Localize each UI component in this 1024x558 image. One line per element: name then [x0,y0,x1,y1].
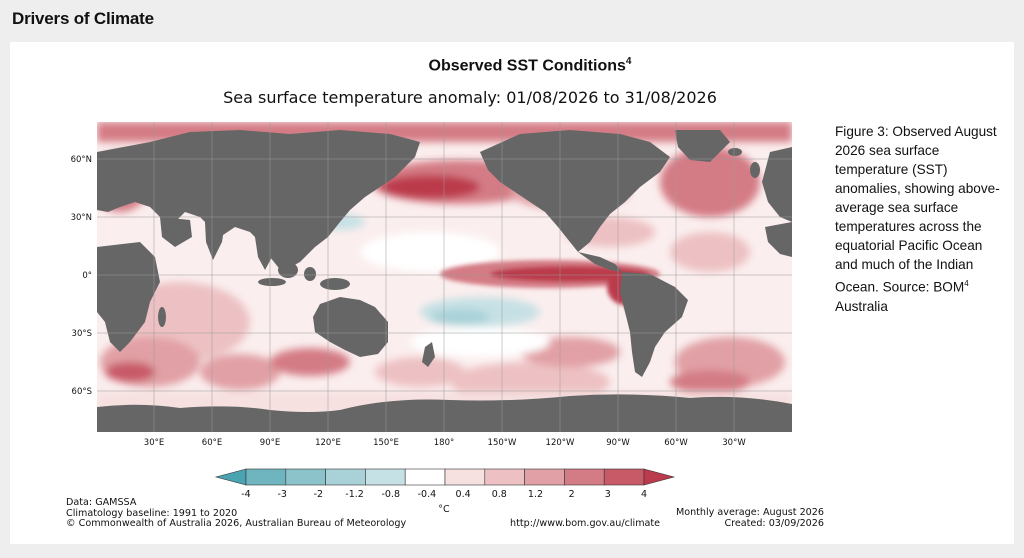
lon-label: 150°E [373,438,399,448]
colorbar: -4 -3 -2 -1.2 -0.8 -0.4 0.4 0.8 1.2 2 3 4 [214,468,676,500]
lat-label-30n: 30°N [71,213,92,223]
colorbar-tick-label: -1.2 [345,489,364,500]
longitude-labels: 30°E 60°E 90°E 120°E 150°E 180° 150°W 12… [144,438,747,448]
colorbar-tick-label: -0.4 [418,489,437,500]
footer-left: Data: GAMSSA Climatology baseline: 1991 t… [66,497,407,530]
footer-monthly: Monthly average: August 2026 [675,507,824,518]
lon-label: 90°E [260,438,280,448]
colorbar-unit: °C [438,504,450,515]
footer-url[interactable]: http://www.bom.gov.au/climate [510,517,661,529]
latitude-labels: 60°N 30°N 0° 30°S 60°S [71,155,92,397]
figure-card: Observed SST Conditions4 Sea surface tem… [10,42,1014,544]
figure-subtitle: Sea surface temperature anomaly: 01/08/2… [223,88,717,107]
colorbar-segment [603,468,645,486]
colorbar-tick-label: -2 [314,489,323,500]
colorbar-segment [524,468,565,486]
colorbar-tick-label: 4 [641,489,647,500]
lon-label: 60°W [664,438,688,448]
map-area [97,122,792,432]
land [97,130,792,377]
colorbar-segment [484,468,525,486]
colorbar-extend-low [214,468,247,486]
lon-label: 120°W [546,438,575,448]
colorbar-tick-label: 3 [605,489,611,500]
colorbar-segment [285,468,326,486]
figure-title: Observed SST Conditions4 [428,56,632,75]
colorbar-tick-label: -3 [277,489,286,500]
figure-caption: Figure 3: Observed August 2026 sea surfa… [835,124,1000,314]
colorbar-segment [325,468,366,486]
colorbar-segment [564,468,605,486]
footer-right: Monthly average: August 2026 http://www.b… [510,507,824,529]
colorbar-tick-label: 1.2 [528,489,543,500]
colorbar-segment [404,468,446,486]
section-title: Drivers of Climate [12,9,154,28]
colorbar-tick-label: 0.8 [492,489,507,500]
lon-label: 60°E [202,438,222,448]
lon-label: 150°W [488,438,517,448]
lat-label-30s: 30°S [72,329,92,339]
colorbar-tick-label: 0.4 [456,489,471,500]
colorbar-segment [444,468,486,486]
lon-label: 180° [434,438,454,448]
colorbar-segment [245,468,287,486]
lat-label-60s: 60°S [72,387,92,397]
lon-label: 30°E [144,438,164,448]
lat-label-0: 0° [82,271,92,281]
lon-label: 120°E [315,438,341,448]
anomaly-patches [97,122,792,414]
lon-label: 30°W [722,438,746,448]
footer-baseline: Climatology baseline: 1991 to 2020 [66,507,238,519]
footer-created: Created: 03/09/2026 [724,517,824,529]
footer-data: Data: GAMSSA [66,497,137,508]
sst-anomaly-map: 60°N 30°N 0° 30°S 60°S 30°E 60°E 90°E 12… [71,122,792,515]
colorbar-tick-label: 2 [569,489,575,500]
lon-label: 90°W [606,438,630,448]
colorbar-segment [365,468,406,486]
colorbar-tick-label: -0.8 [381,489,400,500]
colorbar-extend-high [643,468,676,486]
lat-label-60n: 60°N [71,155,92,165]
graticule [97,122,792,432]
colorbar-tick-label: -4 [241,489,250,500]
footer-copyright: © Commonwealth of Australia 2026, Austra… [66,518,407,529]
